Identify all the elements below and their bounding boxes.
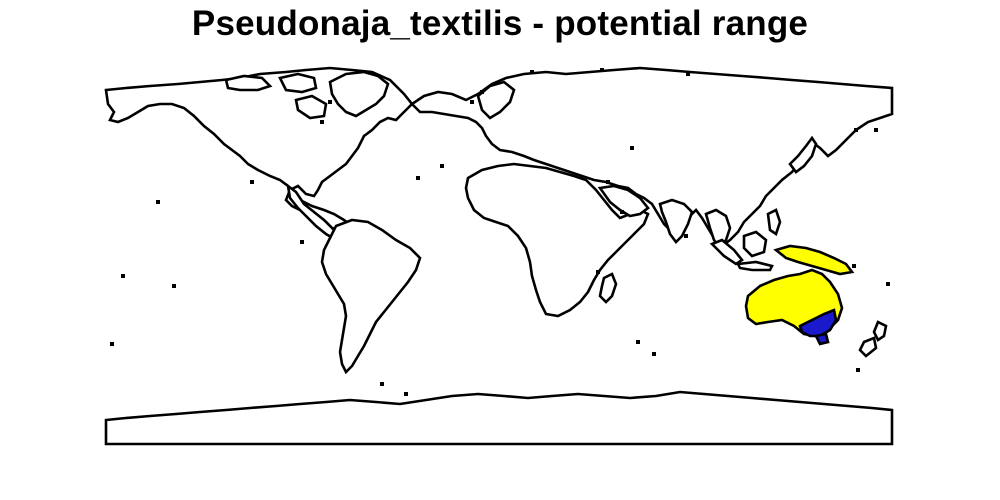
- madagascar: [598, 272, 618, 304]
- south-america: [320, 218, 422, 375]
- southeast-asia: [704, 208, 732, 251]
- scandinavia: [476, 80, 516, 120]
- sumatra: [709, 238, 744, 266]
- japan: [788, 135, 818, 174]
- eurasia-landmass: [409, 66, 894, 248]
- africa: [464, 162, 650, 318]
- arctic-island-2: [278, 72, 318, 94]
- new-zealand-south: [858, 336, 878, 358]
- new-zealand: [872, 320, 888, 342]
- arctic-islands: [224, 74, 273, 92]
- australia-current-range: [798, 308, 838, 338]
- small-islands: [110, 68, 890, 396]
- antarctica: [104, 390, 894, 446]
- arabian-peninsula: [597, 184, 650, 218]
- java: [736, 260, 774, 272]
- map-title: Pseudonaja_textilis - potential range: [191, 4, 809, 43]
- india: [658, 198, 694, 244]
- philippines: [766, 208, 782, 237]
- arctic-island-3: [294, 94, 328, 120]
- greenland: [328, 70, 390, 118]
- borneo: [742, 230, 768, 258]
- new-guinea-potential-range: [773, 244, 855, 276]
- tasmania-current-range: [814, 332, 830, 346]
